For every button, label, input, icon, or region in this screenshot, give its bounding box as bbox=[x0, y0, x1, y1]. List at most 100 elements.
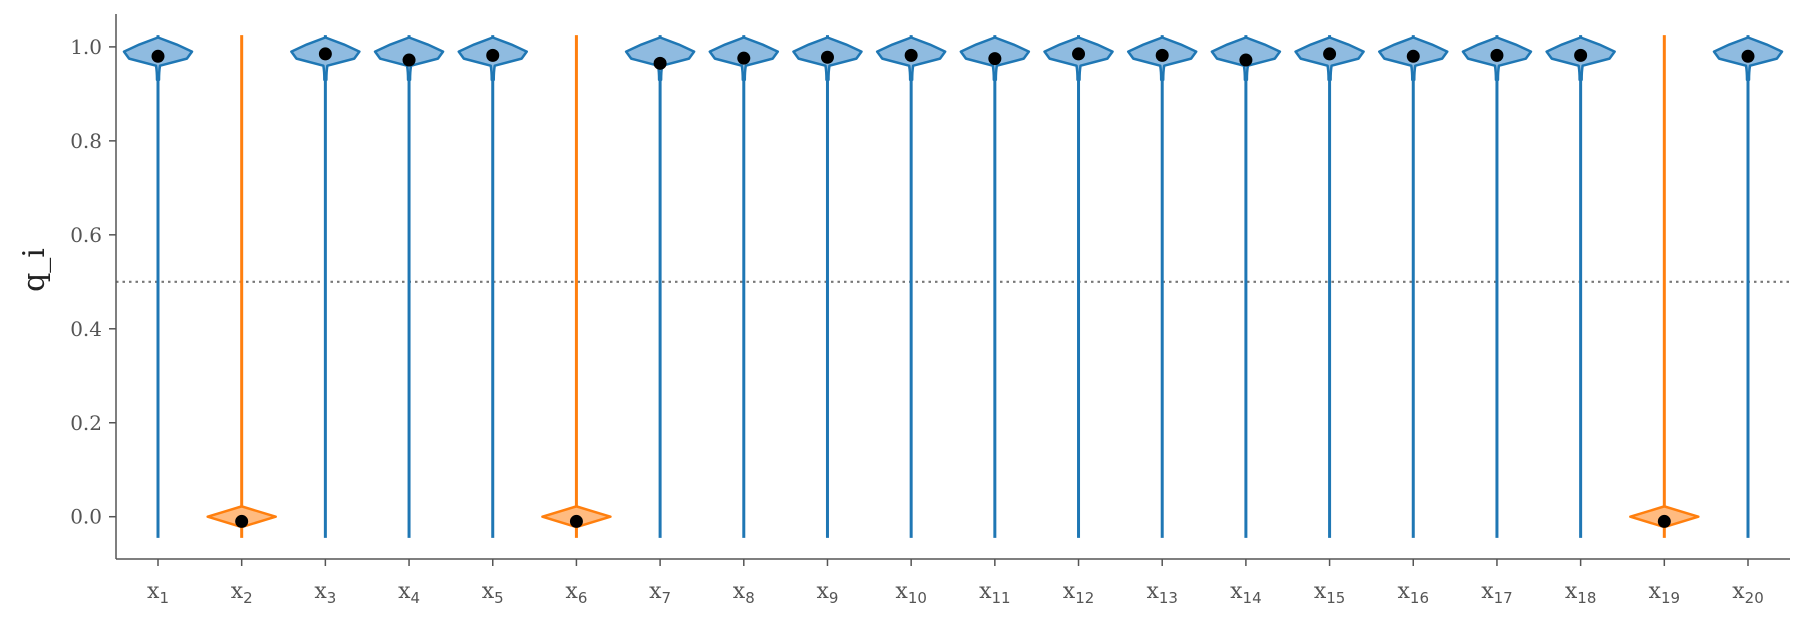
violin-x8 bbox=[708, 35, 780, 538]
mean-marker bbox=[1574, 48, 1588, 62]
x-tick-label-subscript: 19 bbox=[1661, 589, 1680, 607]
y-tick-label: 0.0 bbox=[70, 505, 102, 529]
violin-x18 bbox=[1545, 35, 1616, 538]
x-tick-label-base: x bbox=[1398, 579, 1411, 604]
x-tick-label-subscript: 5 bbox=[494, 589, 504, 607]
x-tick-label: x19 bbox=[1649, 579, 1681, 607]
x-tick-label: x5 bbox=[482, 579, 504, 607]
x-tick-label-subscript: 16 bbox=[1410, 589, 1429, 607]
x-tick-label: x12 bbox=[1063, 579, 1095, 607]
mean-marker bbox=[1657, 514, 1671, 528]
x-tick-label: x16 bbox=[1398, 579, 1430, 607]
x-tick-label-base: x bbox=[398, 579, 411, 604]
mean-marker bbox=[151, 49, 165, 63]
x-tick-label: x20 bbox=[1732, 579, 1764, 607]
violin-x15 bbox=[1294, 35, 1365, 538]
plot-area bbox=[116, 35, 1790, 538]
violin-x20 bbox=[1712, 35, 1784, 538]
x-tick-label-base: x bbox=[1481, 579, 1494, 604]
violin-x9 bbox=[792, 35, 863, 538]
x-tick-label: x18 bbox=[1565, 579, 1597, 607]
x-tick-label: x3 bbox=[314, 579, 336, 607]
x-tick-label-base: x bbox=[1063, 579, 1076, 604]
x-tick-label-base: x bbox=[895, 579, 908, 604]
x-tick-label-subscript: 13 bbox=[1159, 589, 1178, 607]
violin-x2 bbox=[206, 35, 277, 538]
violin-x3 bbox=[290, 35, 361, 538]
mean-marker bbox=[1490, 48, 1504, 62]
x-tick-label: x14 bbox=[1230, 579, 1262, 607]
x-tick-label-subscript: 12 bbox=[1075, 589, 1094, 607]
violin-x6 bbox=[541, 35, 612, 538]
mean-marker bbox=[569, 514, 583, 528]
x-tick-label-subscript: 15 bbox=[1326, 589, 1345, 607]
x-tick-label-subscript: 6 bbox=[578, 589, 588, 607]
x-tick-label-subscript: 11 bbox=[992, 589, 1011, 607]
y-tick-label: 0.4 bbox=[70, 317, 102, 341]
x-tick-label: x8 bbox=[733, 579, 755, 607]
x-tick-label-subscript: 20 bbox=[1745, 589, 1764, 607]
x-tick-label: x6 bbox=[565, 579, 587, 607]
y-tick-label: 0.6 bbox=[70, 223, 102, 247]
x-tick-label-base: x bbox=[733, 579, 746, 604]
violin-x19 bbox=[1629, 35, 1700, 538]
mean-marker bbox=[1741, 49, 1755, 63]
x-tick-label: x13 bbox=[1146, 579, 1178, 607]
y-axis-label: q_i bbox=[17, 248, 52, 292]
x-tick-label-base: x bbox=[565, 579, 578, 604]
violin-x13 bbox=[1126, 35, 1198, 538]
mean-marker bbox=[486, 48, 500, 62]
x-tick-label-base: x bbox=[1565, 579, 1578, 604]
mean-marker bbox=[1239, 53, 1253, 67]
violin-x4 bbox=[373, 35, 445, 538]
x-tick-label-base: x bbox=[979, 579, 992, 604]
mean-marker bbox=[653, 56, 667, 70]
x-tick-label-base: x bbox=[1314, 579, 1327, 604]
violin-x1 bbox=[122, 35, 194, 538]
x-tick-label: x9 bbox=[816, 579, 838, 607]
x-tick-label-subscript: 8 bbox=[745, 589, 755, 607]
x-tick-label-base: x bbox=[816, 579, 829, 604]
violin-x16 bbox=[1378, 35, 1449, 538]
violin-x12 bbox=[1043, 35, 1114, 538]
mean-marker bbox=[1323, 47, 1337, 61]
x-tick-label: x11 bbox=[979, 579, 1011, 607]
x-tick-label: x10 bbox=[895, 579, 927, 607]
x-tick-label-base: x bbox=[1230, 579, 1243, 604]
violin-x14 bbox=[1210, 35, 1282, 538]
x-tick-label-subscript: 18 bbox=[1577, 589, 1596, 607]
mean-marker bbox=[235, 514, 249, 528]
x-tick-label-base: x bbox=[1146, 579, 1159, 604]
mean-marker bbox=[1406, 49, 1420, 63]
y-tick-label: 0.2 bbox=[70, 411, 102, 435]
x-tick-label: x2 bbox=[231, 579, 253, 607]
mean-marker bbox=[737, 51, 751, 65]
x-tick-label: x15 bbox=[1314, 579, 1346, 607]
x-tick-label-base: x bbox=[649, 579, 662, 604]
x-tick-label: x1 bbox=[147, 579, 169, 607]
x-tick-label: x4 bbox=[398, 579, 420, 607]
mean-marker bbox=[1155, 48, 1169, 62]
mean-marker bbox=[402, 53, 416, 67]
x-tick-label-base: x bbox=[1732, 579, 1745, 604]
x-tick-label-subscript: 7 bbox=[662, 589, 672, 607]
x-tick-label-subscript: 4 bbox=[410, 589, 420, 607]
violin-x7 bbox=[624, 35, 696, 538]
x-tick-label-base: x bbox=[314, 579, 327, 604]
mean-marker bbox=[820, 50, 834, 64]
x-ticks: x1 x2 x3 x4 x5 x6 x7 x8 x9 x10 x11 x12 x13 x14 x15 x16 x… bbox=[147, 559, 1764, 607]
violin-x17 bbox=[1461, 35, 1533, 538]
x-tick-label-subscript: 3 bbox=[327, 589, 337, 607]
y-ticks: 0.0 0.2 0.4 0.6 0.8 1.0 bbox=[70, 35, 116, 529]
x-tick-label: x7 bbox=[649, 579, 671, 607]
violin-x10 bbox=[875, 35, 947, 538]
mean-marker bbox=[988, 52, 1002, 66]
x-tick-label-base: x bbox=[147, 579, 160, 604]
x-tick-label: x17 bbox=[1481, 579, 1513, 607]
mean-marker bbox=[904, 48, 918, 62]
x-tick-label-subscript: 10 bbox=[908, 589, 927, 607]
x-tick-label-subscript: 17 bbox=[1494, 589, 1513, 607]
x-tick-label-subscript: 9 bbox=[829, 589, 839, 607]
x-tick-label-base: x bbox=[231, 579, 244, 604]
